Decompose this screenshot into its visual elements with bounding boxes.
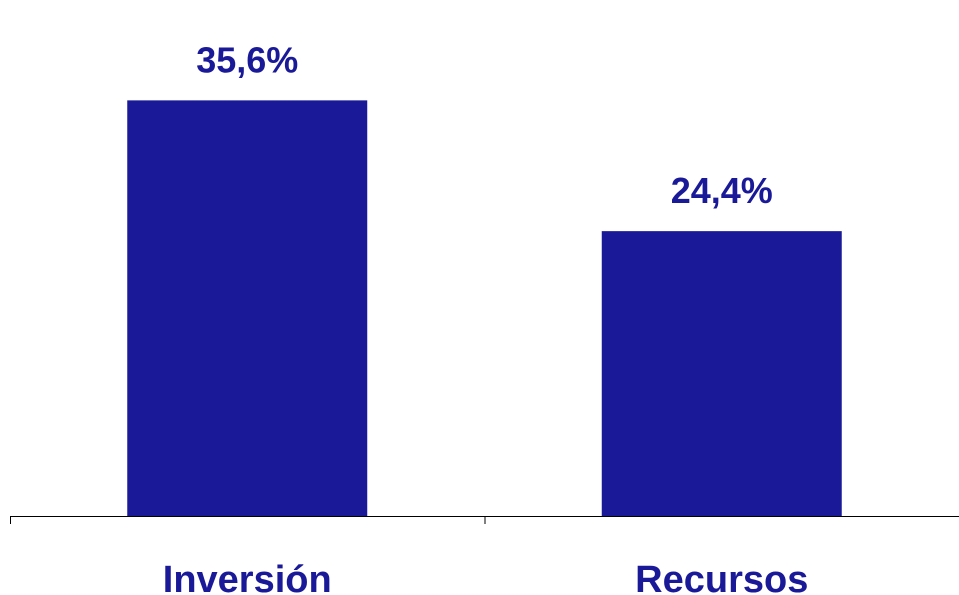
category-labels-group: Inversión Recursos xyxy=(163,559,809,595)
category-label-0: Inversión xyxy=(163,559,332,595)
x-axis xyxy=(10,516,959,524)
bar-1 xyxy=(601,231,842,516)
category-label-1: Recursos xyxy=(635,559,808,595)
data-label-0: 35,6% xyxy=(196,39,298,80)
value-labels-group: 35,6% 24,4% xyxy=(196,39,773,211)
bar-0 xyxy=(127,100,368,517)
bars-group xyxy=(127,100,842,517)
data-label-1: 24,4% xyxy=(671,170,773,211)
